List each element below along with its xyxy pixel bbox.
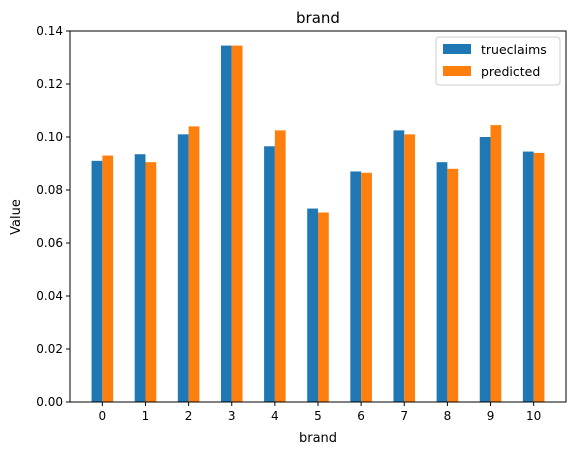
bar-predicted-2 (188, 126, 200, 403)
y-tick-label: 0.00 (36, 395, 63, 409)
bar-trueclaims-3 (220, 45, 232, 402)
legend-label-predicted: predicted (481, 64, 540, 79)
bar-trueclaims-10 (522, 151, 534, 402)
bar-trueclaims-9 (479, 137, 491, 402)
x-tick-label: 5 (314, 409, 322, 423)
y-axis-title: Value (9, 199, 24, 235)
x-axis-title: brand (299, 431, 337, 446)
legend: trueclaims predicted (435, 36, 561, 86)
y-tick-label: 0.08 (36, 183, 63, 197)
legend-swatch-predicted (443, 66, 471, 76)
bar-predicted-5 (318, 212, 329, 402)
plot-frame (69, 30, 567, 403)
bars-group (91, 45, 545, 403)
x-tick-label: 4 (271, 409, 279, 423)
x-tick-label: 3 (228, 409, 236, 423)
legend-label-trueclaims: trueclaims (481, 42, 547, 57)
y-axis: 0.00 0.02 0.04 0.06 0.08 0.10 0.12 0.14 (36, 24, 70, 409)
x-tick-label: 6 (357, 409, 365, 423)
bar-trueclaims-5 (307, 208, 318, 402)
bar-predicted-7 (404, 134, 416, 402)
bar-trueclaims-0 (91, 160, 103, 402)
bar-predicted-4 (274, 130, 286, 402)
x-tick-label: 10 (526, 409, 541, 423)
y-tick-label: 0.14 (36, 24, 63, 38)
bar-predicted-1 (145, 162, 157, 402)
y-tick-label: 0.06 (36, 236, 63, 250)
x-axis: 0 1 2 3 4 5 6 7 8 9 10 (99, 402, 541, 423)
bar-trueclaims-2 (177, 134, 189, 402)
bar-trueclaims-8 (436, 162, 448, 402)
bar-predicted-0 (102, 155, 114, 402)
x-tick-label: 7 (400, 409, 408, 423)
bar-trueclaims-6 (350, 171, 362, 402)
y-tick-label: 0.10 (36, 130, 63, 144)
y-tick-label: 0.04 (36, 289, 63, 303)
bar-trueclaims-1 (134, 154, 146, 402)
x-tick-label: 0 (99, 409, 107, 423)
x-tick-label: 9 (487, 409, 495, 423)
x-tick-label: 2 (185, 409, 193, 423)
bar-predicted-6 (361, 172, 372, 402)
bar-predicted-9 (490, 125, 502, 402)
y-tick-label: 0.12 (36, 77, 63, 91)
x-tick-label: 8 (444, 409, 452, 423)
bar-predicted-8 (447, 168, 459, 402)
chart-title: brand (296, 9, 340, 27)
bar-trueclaims-4 (264, 146, 275, 402)
bar-predicted-3 (231, 45, 243, 402)
y-tick-label: 0.02 (36, 342, 63, 356)
bar-predicted-10 (533, 152, 545, 402)
legend-swatch-trueclaims (443, 44, 471, 54)
bar-trueclaims-7 (393, 130, 405, 402)
x-tick-label: 1 (142, 409, 150, 423)
